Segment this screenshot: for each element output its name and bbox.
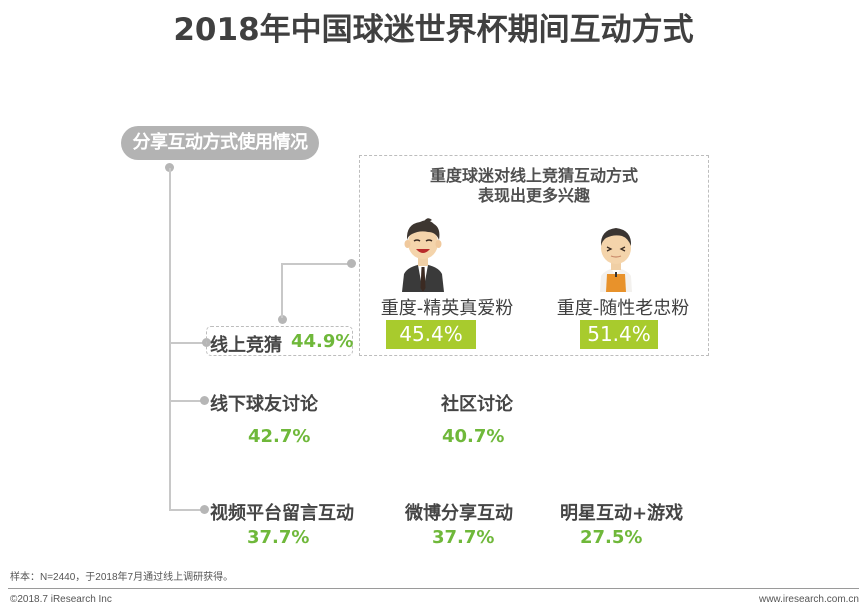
businessman-avatar-icon <box>402 218 444 292</box>
callout-connector-dot-right <box>347 259 356 268</box>
sample-note: 样本：N=2440，于2018年7月通过线上调研获得。 <box>10 572 234 583</box>
branch-dot-3 <box>200 505 209 514</box>
branch-line-3 <box>171 509 203 511</box>
highlight-box-online-betting <box>206 326 353 356</box>
callout-connector-horizontal <box>281 263 351 265</box>
section-pill: 分享互动方式使用情况 <box>121 126 319 160</box>
segment-label-elite: 重度-精英真爱粉 <box>380 298 514 319</box>
copyright: ©2018.7 iResearch Inc <box>10 594 112 605</box>
item-label-online-betting: 线上竞猜 <box>210 335 282 356</box>
callout-title: 重度球迷对线上竞猜互动方式 表现出更多兴趣 <box>359 166 709 206</box>
item-value-offline-discussion: 42.7% <box>248 426 311 447</box>
website-url: www.iresearch.com.cn <box>758 594 859 605</box>
branch-line-2 <box>171 400 203 402</box>
item-value-video-comments: 37.7% <box>247 527 310 548</box>
item-label-video-comments: 视频平台留言互动 <box>210 503 354 524</box>
callout-box <box>359 155 709 356</box>
item-value-celebrity-games: 27.5% <box>580 527 643 548</box>
callout-connector-dot-bottom <box>278 315 287 324</box>
casual-fan-avatar-icon <box>600 228 632 292</box>
callout-title-line2: 表现出更多兴趣 <box>477 186 590 205</box>
tree-trunk-line <box>169 168 171 511</box>
branch-dot-2 <box>200 396 209 405</box>
item-label-weibo-sharing: 微博分享互动 <box>405 503 513 524</box>
item-label-celebrity-games: 明星互动+游戏 <box>560 503 684 524</box>
footer-divider <box>8 588 859 589</box>
tree-root-dot <box>165 163 174 172</box>
item-value-weibo-sharing: 37.7% <box>432 527 495 548</box>
item-value-community-discussion: 40.7% <box>442 426 505 447</box>
segment-value-elite: 45.4% <box>386 320 476 349</box>
callout-connector-vertical <box>281 264 283 318</box>
callout-title-line1: 重度球迷对线上竞猜互动方式 <box>429 166 638 185</box>
page-title: 2018年中国球迷世界杯期间互动方式 <box>173 12 694 48</box>
item-label-community-discussion: 社区讨论 <box>441 394 513 415</box>
item-label-offline-discussion: 线下球友讨论 <box>210 394 318 415</box>
item-value-online-betting: 44.9% <box>291 331 354 352</box>
branch-line-1 <box>169 342 205 344</box>
segment-label-casual: 重度-随性老忠粉 <box>556 298 690 319</box>
segment-value-casual: 51.4% <box>580 320 658 349</box>
